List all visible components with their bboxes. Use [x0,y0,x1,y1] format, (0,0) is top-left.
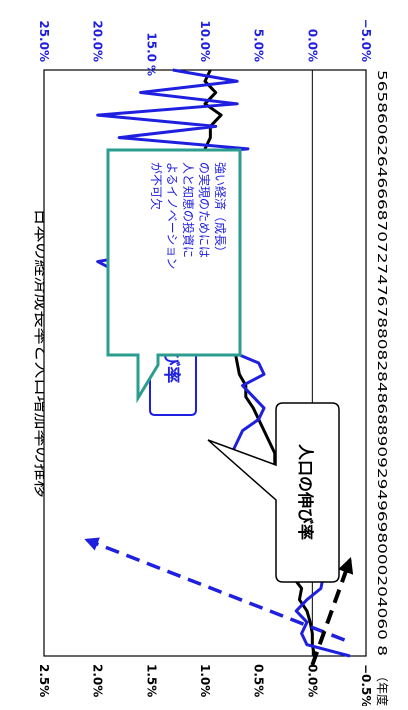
pop-label-box [207,402,340,583]
x-axis-tick-labels: 5658606264666870727476788082848688909294… [375,70,389,656]
left-tick-label: 0.0% [305,664,319,697]
innovation-callout-line: が不可欠 [149,162,164,210]
innovation-callout-line: 強い経済（成長） [213,162,228,258]
left-tick-label: 2.5% [37,664,51,697]
innovation-callout-box [106,148,242,404]
right-tick-label: 25.0% [37,20,51,62]
innovation-callout-line: よるイノベーション [165,162,179,269]
left-tick-label: 1.0% [198,664,212,697]
pop-label-text: 人口の伸び率 [296,444,315,540]
right-tick-label: 15.0 [144,32,158,62]
left-tick-label: 2.0% [91,664,105,697]
gdp-trend-arrow [84,537,346,642]
right-tick-label: 0.0% [305,29,319,62]
right-tick-label: −5.0% [359,19,373,62]
right-axis-ticks: 25.0% 20.0% 15.0 10.0% 5.0% 0.0% −5.0%% [37,19,373,76]
pop-label-callout: 人口の伸び率 [207,402,340,583]
right-tick-label: 20.0% [91,20,105,62]
right-axis-unit-symbol: % [144,65,157,76]
x-axis-unit: （年度） [375,670,390,706]
left-tick-label: 0.5% [252,664,266,697]
innovation-callout-line: の実現のためには [197,162,212,258]
population-trend-arrow [310,556,354,666]
innovation-callout-line: 人と知恵の投資に [181,162,196,258]
right-tick-label: 10.0% [198,20,212,62]
left-axis-ticks: 2.5% 2.0% 1.5% 1.0% 0.5% 0.0% −0.5% [37,664,373,707]
rotated-chart: 日本の経済成長率と人口増加率の推移 5658606264666870727476… [31,19,390,710]
trend-arrows [84,537,354,666]
left-tick-label: −0.5% [359,664,373,706]
left-tick-label: 1.5% [144,664,158,697]
right-tick-label: 5.0% [252,29,266,62]
